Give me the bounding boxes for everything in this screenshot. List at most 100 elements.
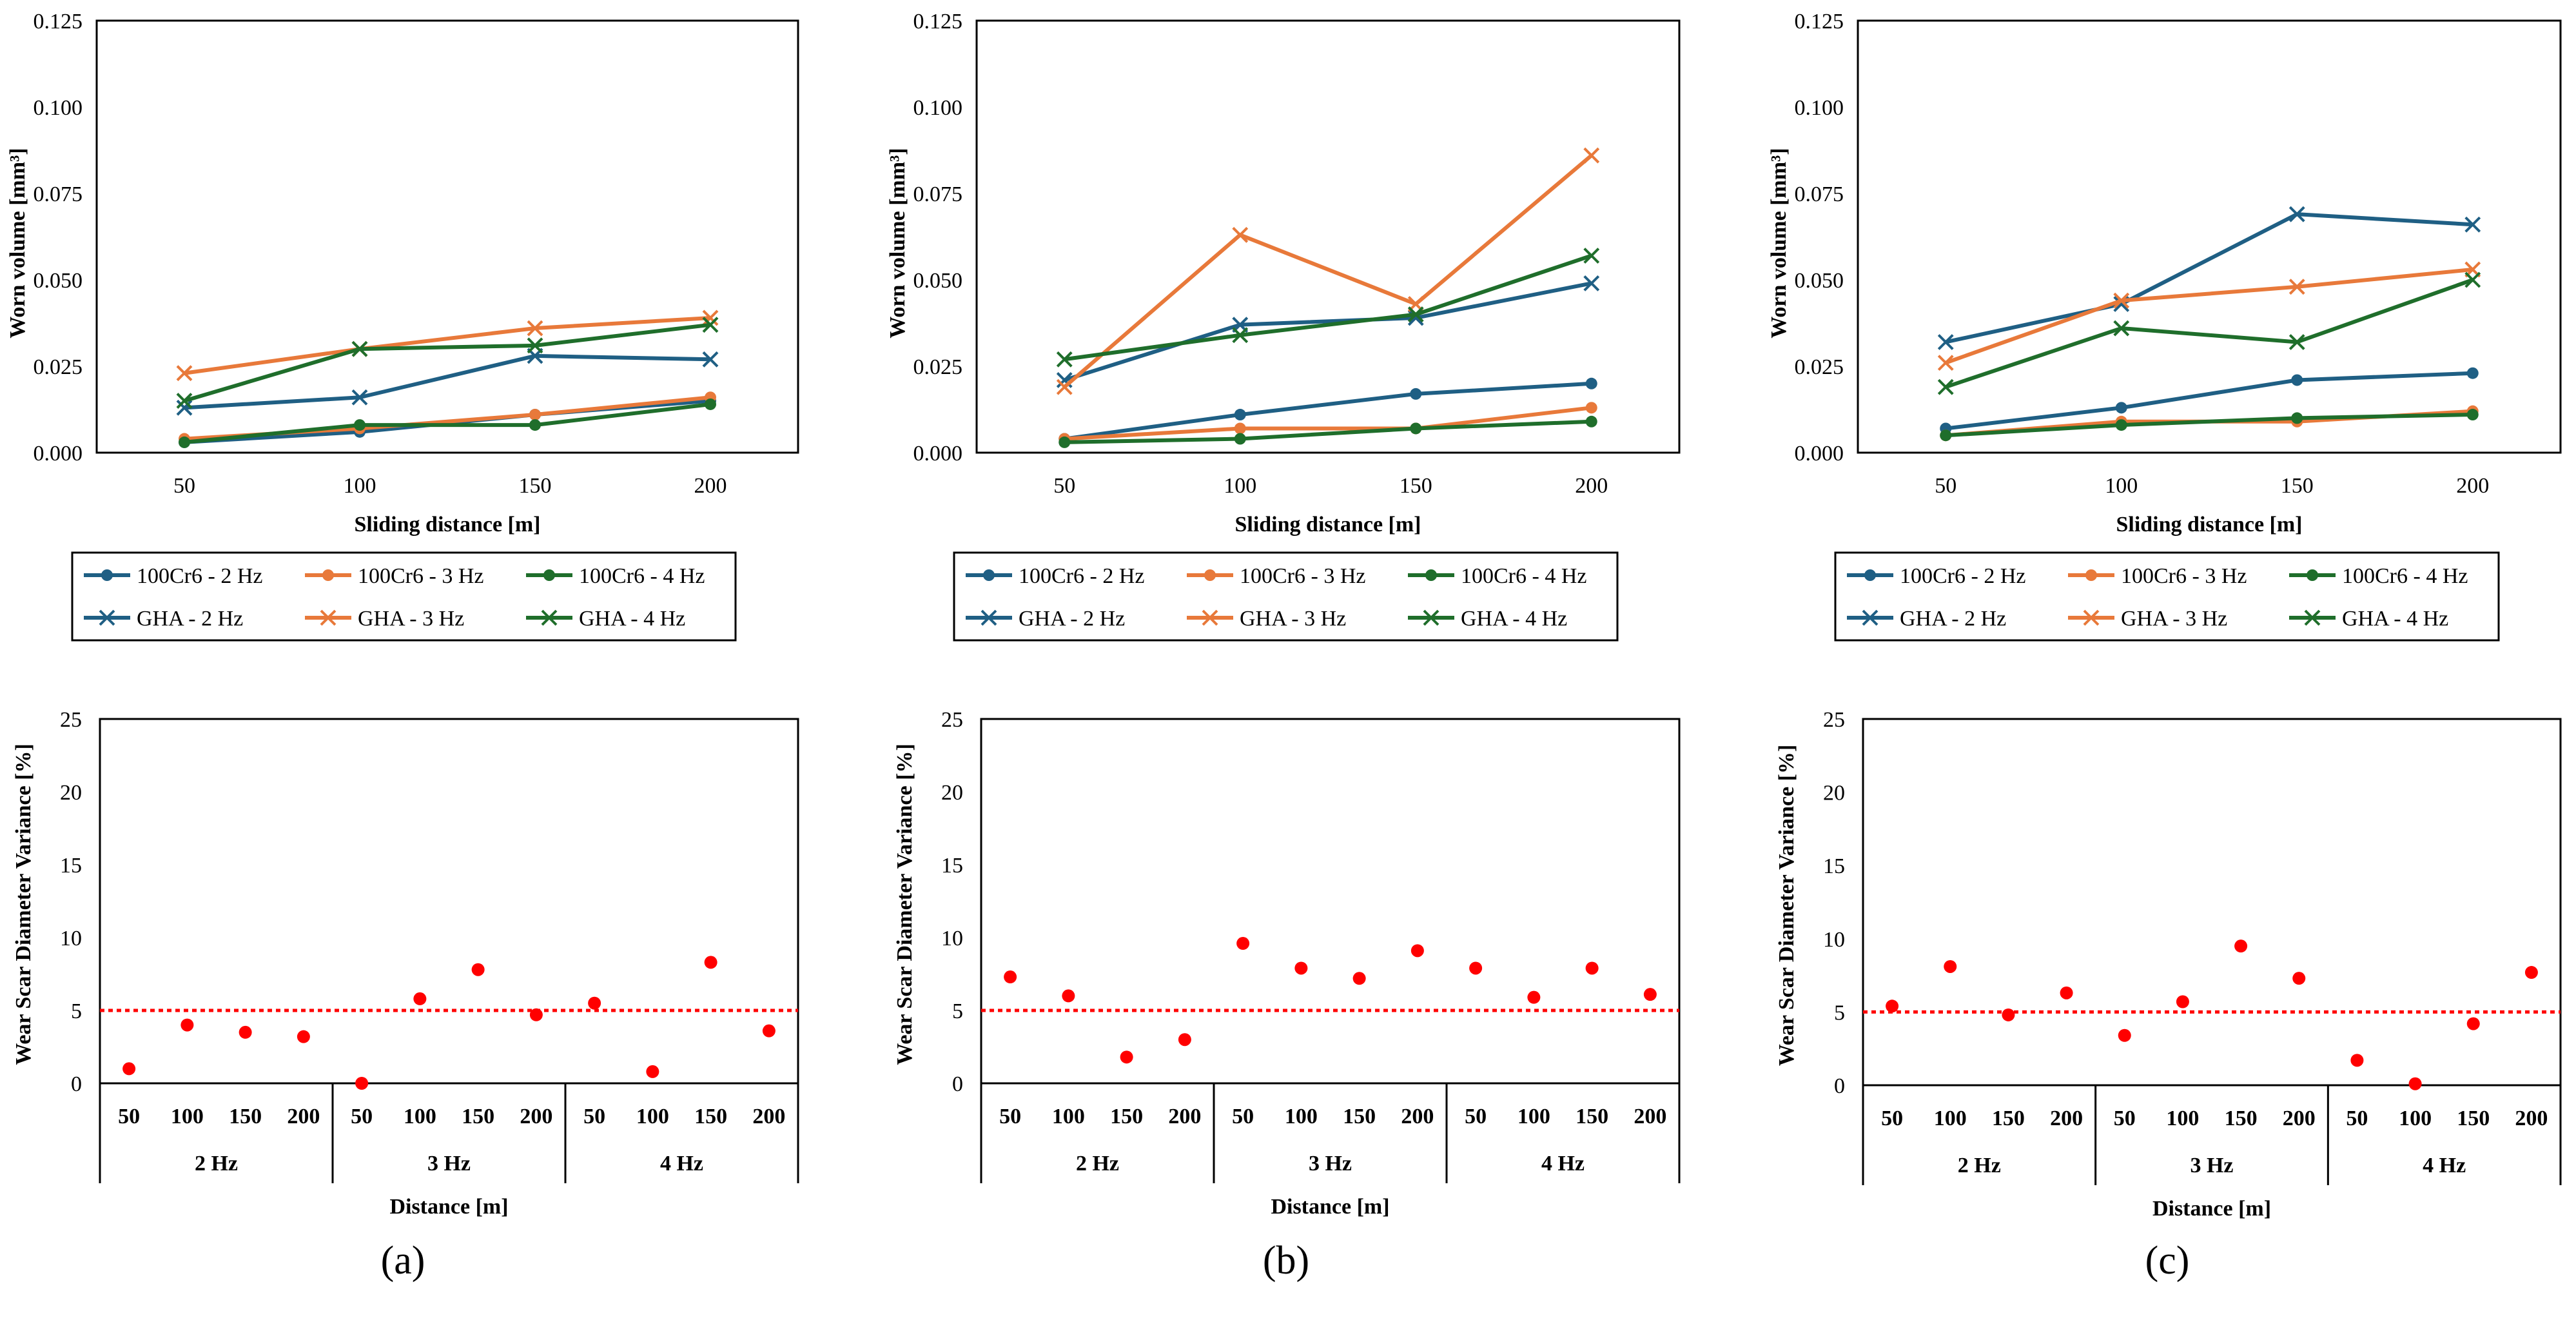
y-tick-label: 0 — [952, 1072, 963, 1096]
data-point — [2060, 986, 2073, 999]
series-line — [1945, 267, 2474, 365]
x-tick-label: 150 — [1343, 1105, 1376, 1128]
legend-label: 100Cr6 - 4 Hz — [579, 564, 705, 588]
legend-box — [953, 551, 1619, 642]
legend-label: GHA - 3 Hz — [358, 607, 464, 631]
legend-swatch-marker — [2304, 609, 2321, 626]
data-point — [1059, 436, 1071, 448]
data-point — [354, 419, 366, 431]
y-tick-label: 0.050 — [1795, 269, 1844, 293]
data-point — [1352, 972, 1366, 985]
data-point — [2466, 367, 2479, 379]
x-tick-label: 50 — [2346, 1107, 2368, 1130]
legend-swatch-marker — [981, 609, 997, 626]
y-axis-title: Wear Scar Diameter Variance [%] — [893, 743, 917, 1065]
x-tick-label: 150 — [519, 474, 552, 498]
series-line — [1945, 278, 2474, 389]
legend-entry: GHA - 4 Hz — [526, 607, 685, 631]
y-tick-label: 5 — [71, 999, 82, 1023]
legend-label: GHA - 3 Hz — [1240, 607, 1346, 631]
data-point — [1056, 379, 1073, 395]
data-point — [1937, 379, 1954, 395]
data-point — [1056, 351, 1073, 368]
data-point — [1944, 959, 1957, 973]
data-point — [297, 1030, 310, 1043]
legend-entry: 100Cr6 - 3 Hz — [2068, 564, 2247, 588]
x-axis-title: Distance [m] — [389, 1195, 508, 1219]
x-tick-label: 50 — [583, 1105, 605, 1128]
data-point — [704, 956, 717, 969]
data-point — [527, 337, 543, 354]
x-axis-title: Sliding distance [m] — [354, 513, 540, 536]
legend-label: 100Cr6 - 2 Hz — [137, 564, 262, 588]
y-axis-title: Worn volume [mm³] — [6, 148, 30, 338]
y-tick-label: 10 — [60, 927, 82, 950]
group-label: 2 Hz — [1076, 1152, 1119, 1176]
group-label: 2 Hz — [195, 1152, 238, 1176]
plot-frame — [1857, 19, 2562, 454]
series-line — [1064, 419, 1592, 444]
scatter-chart-c: 0 5 10 15 20 25 2 Hz 3 Hz 4 Hz 50 100 150 200 50 100 15… — [1775, 708, 2562, 1221]
legend-swatch-marker — [2083, 609, 2100, 626]
legend: 100Cr6 - 2 Hz 100Cr6 - 3 Hz 100Cr6 - 4 Hz G… — [1834, 551, 2500, 642]
y-tick-label: 10 — [941, 927, 963, 950]
legend: 100Cr6 - 2 Hz 100Cr6 - 3 Hz 100Cr6 - 4 Hz G… — [71, 551, 737, 642]
x-tick-label: 50 — [1232, 1105, 1254, 1128]
x-tick-label: 200 — [1168, 1105, 1201, 1128]
data-point — [1294, 961, 1308, 975]
data-point — [702, 310, 719, 326]
group-label: 4 Hz — [2423, 1154, 2466, 1177]
series-line — [1064, 281, 1592, 382]
y-tick-label: 0.000 — [34, 442, 83, 466]
line-chart-c: 0.000 0.025 0.050 0.075 0.100 0.125 50 100 150 20… — [1767, 10, 2562, 642]
scatter-chart-a: 0 5 10 15 20 25 2 Hz 3 Hz 4 Hz 50 100 150 200 50 100 15… — [12, 708, 799, 1219]
data-point — [2292, 972, 2306, 985]
data-point — [702, 351, 719, 368]
y-tick-label: 0.000 — [913, 442, 963, 466]
series-100cr6-2hz — [1940, 367, 2479, 435]
legend-entry: GHA - 3 Hz — [2068, 607, 2227, 631]
x-tick-label: 150 — [462, 1105, 494, 1128]
data-point — [1886, 999, 1899, 1013]
data-point — [527, 320, 543, 337]
data-point — [1234, 409, 1246, 421]
legend-entry: GHA - 3 Hz — [305, 607, 464, 631]
y-tick-label: 0.125 — [1795, 10, 1844, 34]
legend-swatch-marker — [1862, 609, 1878, 626]
data-point — [1232, 226, 1249, 243]
y-tick-label: 0.025 — [34, 355, 83, 379]
x-tick-label: 100 — [2399, 1107, 2432, 1130]
data-point — [702, 317, 719, 333]
data-point — [1937, 355, 1954, 371]
legend-swatch-marker — [541, 609, 558, 626]
series-line — [1064, 406, 1592, 441]
data-point — [176, 365, 193, 382]
series-gha-4hz — [176, 317, 719, 409]
y-tick-label: 0.075 — [913, 182, 963, 206]
data-point — [2234, 940, 2248, 953]
series-line — [1064, 381, 1592, 441]
legend-entry: GHA - 2 Hz — [1847, 607, 2006, 631]
data-point — [2466, 1017, 2480, 1030]
legend-swatch-marker — [1864, 569, 1876, 581]
x-tick-label: 50 — [1881, 1107, 1903, 1130]
x-tick-label: 100 — [2105, 474, 2138, 498]
panel-labels: (a) (b) (c) — [381, 1239, 2190, 1283]
legend-label: GHA - 3 Hz — [2121, 607, 2227, 631]
x-tick-label: 50 — [1935, 474, 1956, 498]
y-tick-label: 25 — [60, 708, 82, 732]
line-chart-b: 0.000 0.025 0.050 0.075 0.100 0.125 50 100 150 20… — [886, 10, 1681, 642]
data-point — [1178, 1033, 1191, 1047]
data-point — [1937, 334, 1954, 350]
x-axis-title: Distance [m] — [1271, 1195, 1389, 1219]
legend-label: 100Cr6 - 2 Hz — [1900, 564, 2025, 588]
data-point — [355, 1077, 369, 1090]
data-point — [1940, 429, 1952, 442]
series-gha-2hz — [1056, 275, 1600, 388]
x-tick-label: 100 — [344, 474, 376, 498]
y-tick-label: 10 — [1823, 928, 1845, 952]
group-label: 2 Hz — [1958, 1154, 2001, 1177]
legend-box — [71, 551, 737, 642]
data-point — [1234, 422, 1246, 435]
